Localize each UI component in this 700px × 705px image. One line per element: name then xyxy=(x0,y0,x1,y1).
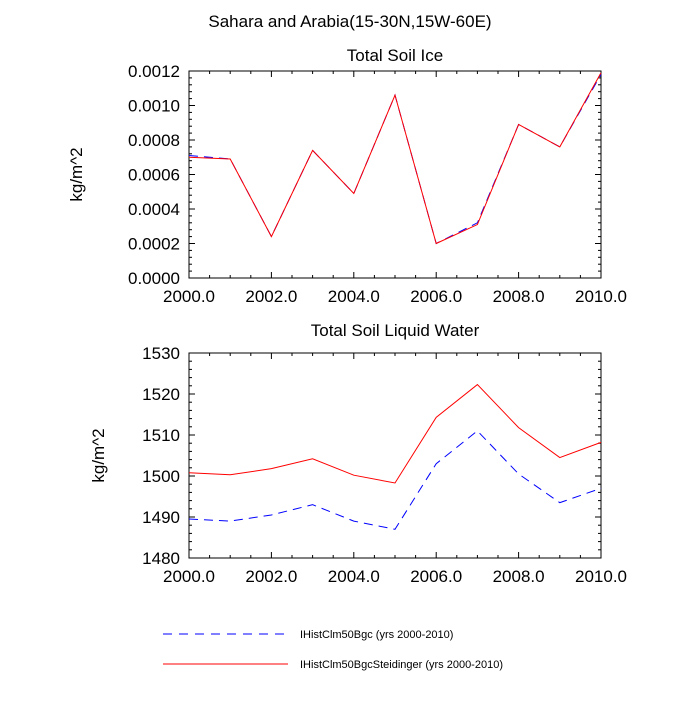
plot-frame xyxy=(189,353,601,558)
x-tick-label: 2004.0 xyxy=(328,567,380,586)
y-tick-label: 0.0004 xyxy=(128,200,180,219)
x-tick-label: 2008.0 xyxy=(493,287,545,306)
x-tick-label: 2006.0 xyxy=(410,567,462,586)
x-tick-label: 2010.0 xyxy=(575,567,627,586)
y-tick-label: 1520 xyxy=(142,385,180,404)
y-tick-label: 0.0000 xyxy=(128,269,180,288)
series-line-ihistclm50bgcsteidinger xyxy=(189,73,601,244)
x-tick-label: 2002.0 xyxy=(245,567,297,586)
series-line-ihistclm50bgcsteidinger xyxy=(189,385,601,483)
y-tick-label: 0.0008 xyxy=(128,131,180,150)
y-axis-label: kg/m^2 xyxy=(89,428,108,482)
y-tick-label: 1490 xyxy=(142,508,180,527)
x-tick-label: 2008.0 xyxy=(493,567,545,586)
y-tick-label: 0.0002 xyxy=(128,235,180,254)
plot-frame xyxy=(189,71,601,278)
panel-title: Total Soil Ice xyxy=(347,46,443,65)
y-tick-label: 1510 xyxy=(142,426,180,445)
figure-title: Sahara and Arabia(15-30N,15W-60E) xyxy=(208,12,491,31)
legend-label-ihistclm50bgcsteidinger: IHistClm50BgcSteidinger (yrs 2000-2010) xyxy=(300,659,503,671)
legend-label-ihistclm50bgc: IHistClm50Bgc (yrs 2000-2010) xyxy=(300,629,453,641)
x-tick-label: 2006.0 xyxy=(410,287,462,306)
x-tick-label: 2004.0 xyxy=(328,287,380,306)
x-tick-label: 2010.0 xyxy=(575,287,627,306)
panel-total-soil-ice: Total Soil Ice kg/m^2 2000.0 2002.0 2004.0 20… xyxy=(67,46,627,306)
y-tick-label: 0.0010 xyxy=(128,97,180,116)
panel-total-soil-liquid-water: Total Soil Liquid Water kg/m^2 2000.0 2002.… xyxy=(89,321,627,586)
series-line-ihistclm50bgc xyxy=(189,74,601,243)
x-tick-label: 2000.0 xyxy=(163,567,215,586)
y-tick-label: 1480 xyxy=(142,549,180,568)
panel-title: Total Soil Liquid Water xyxy=(311,321,480,340)
x-tick-label: 2002.0 xyxy=(245,287,297,306)
y-tick-label: 1500 xyxy=(142,467,180,486)
y-tick-label: 0.0012 xyxy=(128,62,180,81)
y-tick-label: 0.0006 xyxy=(128,166,180,185)
legend: IHistClm50Bgc (yrs 2000-2010) IHistClm50… xyxy=(163,629,503,671)
x-tick-label: 2000.0 xyxy=(163,287,215,306)
series-line-ihistclm50bgc xyxy=(189,431,601,529)
y-axis-label: kg/m^2 xyxy=(67,147,86,201)
y-tick-label: 1530 xyxy=(142,344,180,363)
